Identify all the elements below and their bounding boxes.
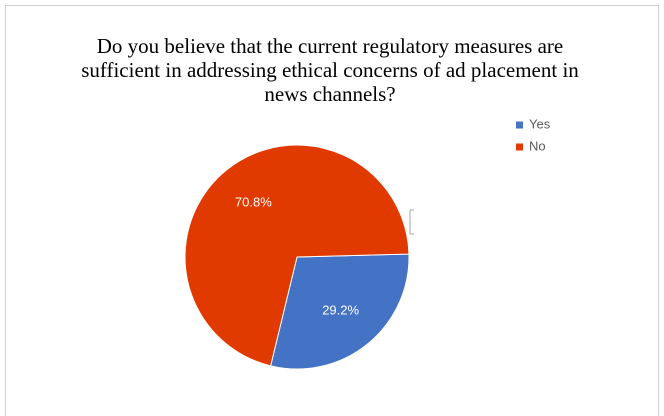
chart-frame [5,5,659,416]
legend-swatch [516,121,523,129]
data-label: 29.2% [322,302,359,317]
chart-title: Do you believe that the current regulato… [81,34,579,106]
pie-slice [270,253,410,370]
data-label: 70.8% [235,194,272,209]
pie-slice [184,144,410,367]
legend-swatch [516,143,523,151]
legend-label: Yes [529,116,551,131]
legend-label: No [529,138,546,153]
leader-line [409,209,414,235]
